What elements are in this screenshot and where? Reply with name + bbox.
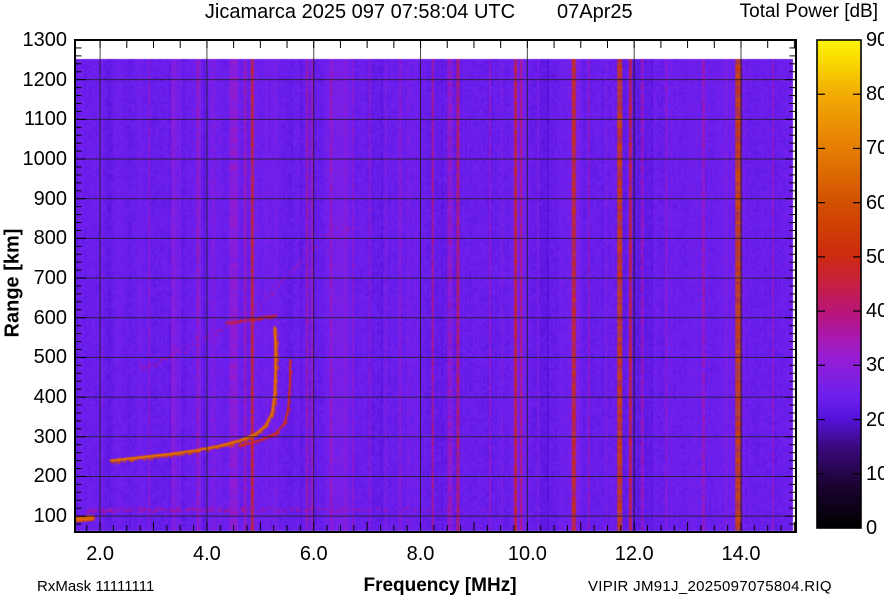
plot-date: 07Apr25 — [557, 1, 633, 23]
colorbar-tick-label: 80 — [866, 83, 884, 106]
x-tick-label: 14.0 — [721, 543, 761, 565]
x-tick-label: 4.0 — [193, 543, 221, 565]
file-id-label: VIPIR JM91J_2025097075804.RIQ — [588, 578, 832, 595]
y-tick-label: 300 — [33, 425, 67, 448]
y-tick-label: 700 — [33, 267, 67, 290]
y-tick-label: 900 — [33, 187, 67, 210]
colorbar-tick-label: 10 — [866, 462, 884, 485]
colorbar-tick-label: 50 — [866, 245, 884, 268]
colorbar-tick-label: 60 — [866, 191, 884, 214]
y-tick-label: 100 — [33, 505, 67, 528]
colorbar-tick-label: 0 — [866, 517, 878, 539]
grid-lines — [75, 40, 796, 532]
axis-ticks — [76, 41, 795, 531]
y-tick-label: 600 — [33, 306, 67, 329]
y-axis-title: Range [km] — [1, 228, 24, 338]
y-tick-label: 1000 — [22, 148, 68, 171]
x-tick-label: 8.0 — [406, 543, 435, 565]
y-tick-label: 400 — [33, 386, 67, 409]
colorbar-tick-label: 70 — [866, 137, 884, 160]
y-tick-label: 500 — [33, 346, 67, 369]
x-tick-label: 10.0 — [507, 543, 547, 565]
colorbar-tick-label: 40 — [866, 300, 884, 323]
y-tick-label: 200 — [33, 465, 67, 488]
y-tick-label: 1300 — [22, 29, 68, 51]
x-tick-label: 12.0 — [614, 543, 654, 565]
colorbar-title: Total Power [dB] — [739, 1, 878, 22]
colorbar-tick-label: 90 — [866, 29, 884, 51]
x-tick-label: 6.0 — [299, 543, 328, 565]
x-tick-label: 2.0 — [86, 543, 114, 565]
colorbar-tick-label: 30 — [866, 354, 884, 377]
plot-frame — [74, 39, 797, 533]
y-tick-label: 1100 — [23, 108, 67, 131]
y-tick-label: 1200 — [22, 68, 68, 91]
x-axis-title: Frequency [MHz] — [363, 575, 517, 595]
colorbar — [816, 39, 862, 529]
plot-title: Jicamarca 2025 097 07:58:04 UTC — [204, 1, 516, 23]
y-tick-label: 800 — [33, 227, 67, 250]
rxmask-label: RxMask 11111111 — [37, 578, 155, 595]
colorbar-tick-label: 20 — [866, 408, 884, 431]
